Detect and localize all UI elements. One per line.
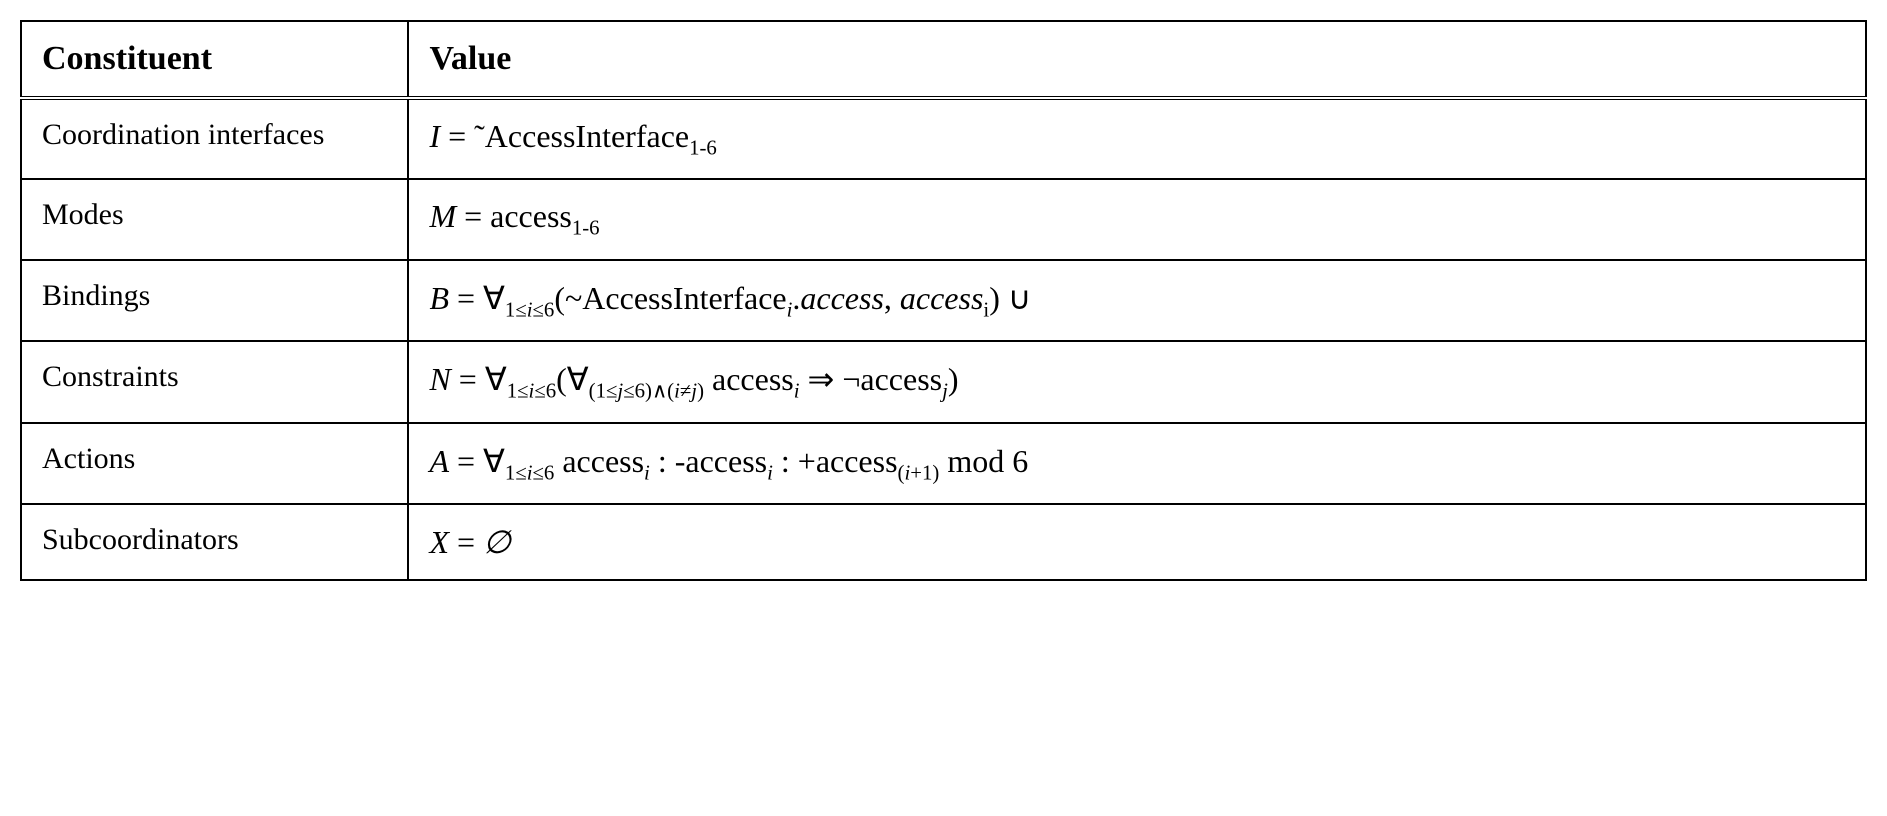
table-row: ModesM = access1-6	[21, 179, 1866, 259]
table-row: BindingsB = ∀1≤i≤6(~AccessInterfacei.acc…	[21, 260, 1866, 341]
row-label: Constraints	[21, 341, 408, 422]
row-label: Actions	[21, 423, 408, 504]
table-row: SubcoordinatorsX = ∅	[21, 504, 1866, 580]
row-label: Coordination interfaces	[21, 98, 408, 179]
row-label: Subcoordinators	[21, 504, 408, 580]
table-row: Coordination interfacesI = ˜AccessInterf…	[21, 98, 1866, 179]
constituent-value-table: Constituent Value Coordination interface…	[20, 20, 1867, 581]
row-label: Modes	[21, 179, 408, 259]
table-row: ConstraintsN = ∀1≤i≤6(∀(1≤j≤6)∧(i≠j) acc…	[21, 341, 1866, 422]
header-value: Value	[408, 21, 1866, 98]
row-value: X = ∅	[408, 504, 1866, 580]
row-value: B = ∀1≤i≤6(~AccessInterfacei.access, acc…	[408, 260, 1866, 341]
row-value: A = ∀1≤i≤6 accessi : -accessi : +access(…	[408, 423, 1866, 504]
row-value: N = ∀1≤i≤6(∀(1≤j≤6)∧(i≠j) accessi ⇒ ¬acc…	[408, 341, 1866, 422]
row-value: I = ˜AccessInterface1-6	[408, 98, 1866, 179]
table-body: Coordination interfacesI = ˜AccessInterf…	[21, 98, 1866, 580]
row-value: M = access1-6	[408, 179, 1866, 259]
table-row: ActionsA = ∀1≤i≤6 accessi : -accessi : +…	[21, 423, 1866, 504]
header-constituent: Constituent	[21, 21, 408, 98]
row-label: Bindings	[21, 260, 408, 341]
table-header-row: Constituent Value	[21, 21, 1866, 98]
